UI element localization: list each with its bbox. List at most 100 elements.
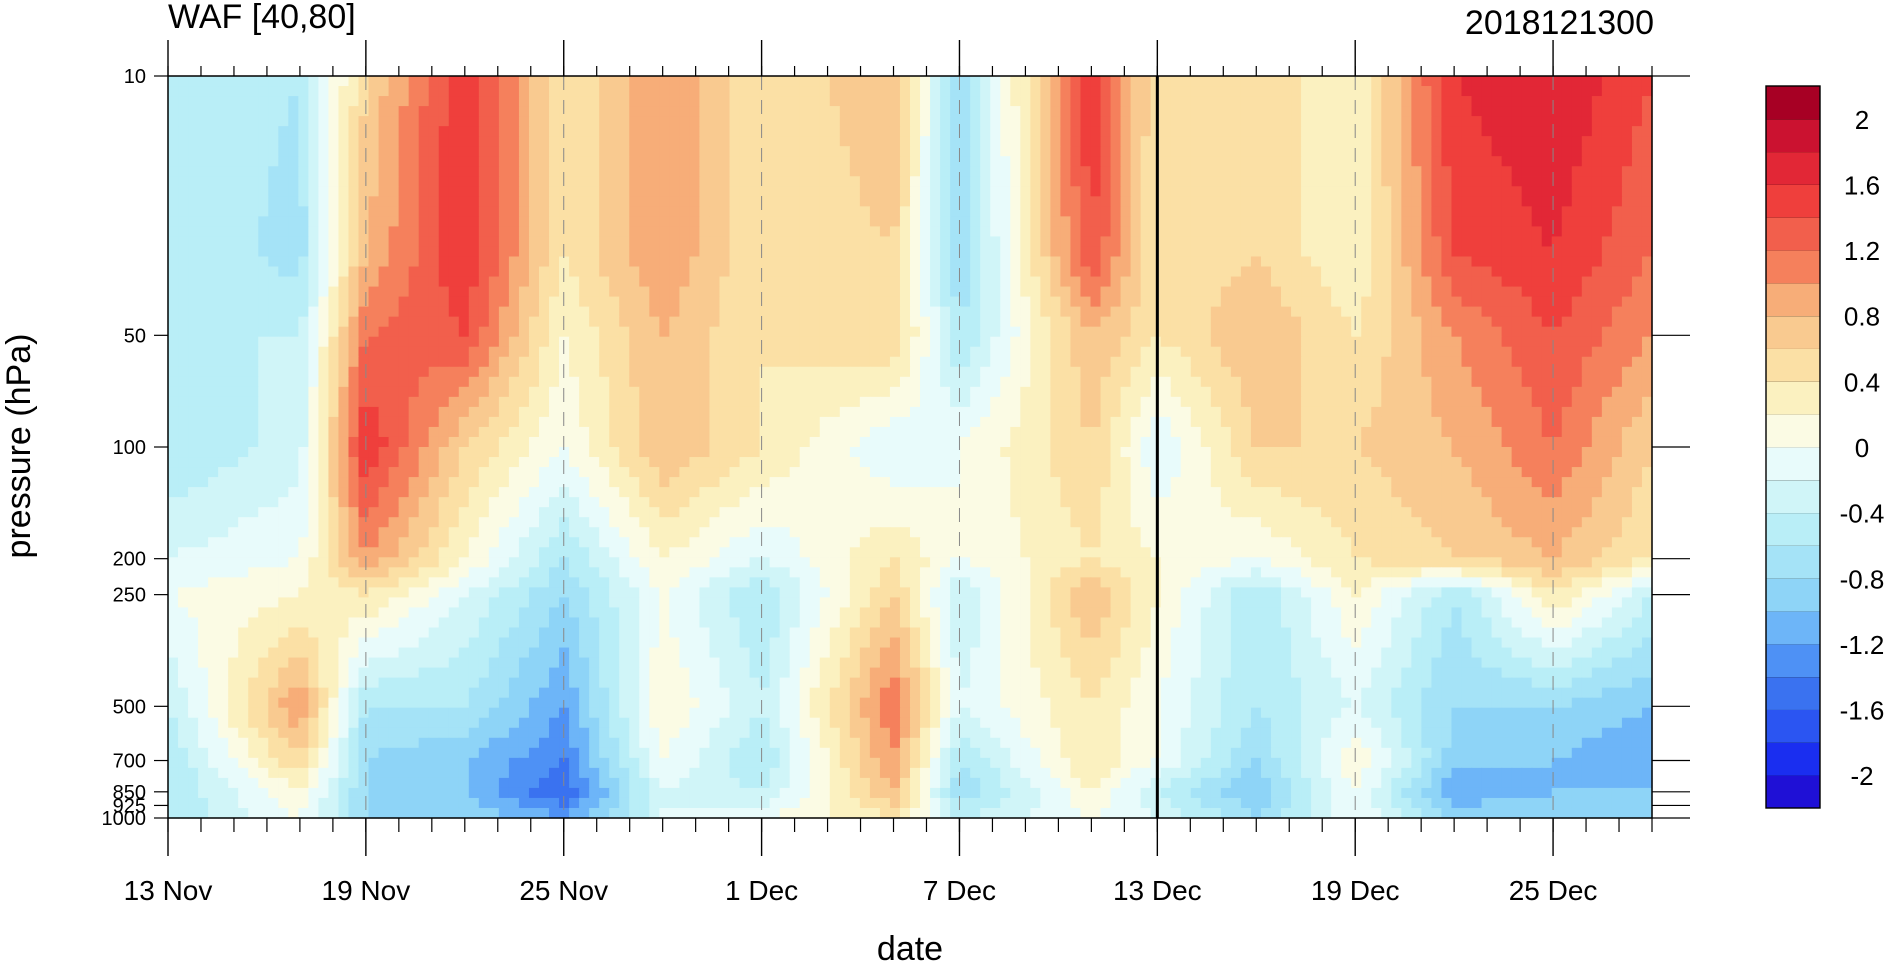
- contour-cell: [1240, 336, 1252, 348]
- contour-cell: [769, 86, 781, 97]
- contour-cell: [498, 246, 510, 258]
- contour-cell: [1481, 236, 1493, 248]
- contour-cell: [348, 216, 360, 228]
- contour-cell: [1541, 86, 1553, 97]
- contour-cell: [539, 86, 550, 97]
- contour-cell: [278, 286, 289, 298]
- contour-cell: [699, 266, 711, 278]
- contour-cell: [1521, 76, 1533, 87]
- contour-cell: [1351, 296, 1362, 308]
- contour-cell: [1441, 216, 1453, 228]
- contour-cell: [910, 296, 921, 308]
- contour-cell: [619, 316, 630, 328]
- contour-cell: [1351, 356, 1362, 368]
- contour-cell: [1321, 386, 1332, 398]
- contour-cell: [168, 296, 179, 308]
- contour-cell: [1371, 256, 1382, 268]
- contour-cell: [1431, 296, 1443, 308]
- contour-cell: [1451, 106, 1463, 117]
- contour-cell: [559, 266, 570, 278]
- contour-cell: [1411, 336, 1422, 348]
- contour-cell: [338, 216, 350, 228]
- contour-cell: [889, 266, 901, 278]
- contour-cell: [498, 366, 510, 378]
- contour-cell: [1240, 166, 1252, 177]
- contour-cell: [368, 256, 380, 268]
- contour-cell: [248, 336, 259, 348]
- contour-cell: [1140, 146, 1152, 157]
- contour-cell: [559, 76, 570, 87]
- contour-cell: [1180, 236, 1192, 248]
- contour-cell: [1090, 306, 1102, 318]
- contour-cell: [218, 166, 229, 177]
- contour-cell: [1621, 236, 1633, 248]
- contour-cell: [579, 376, 590, 388]
- contour-cell: [1250, 286, 1262, 298]
- contour-cell: [719, 166, 731, 177]
- contour-cell: [448, 356, 460, 368]
- contour-cell: [1581, 276, 1593, 288]
- contour-cell: [1481, 156, 1493, 167]
- contour-cell: [1471, 316, 1483, 328]
- contour-cell: [659, 116, 670, 127]
- contour-cell: [1100, 296, 1112, 308]
- contour-cell: [198, 326, 209, 338]
- contour-cell: [1391, 116, 1402, 127]
- contour-cell: [990, 316, 1001, 328]
- contour-cell: [1210, 366, 1222, 378]
- contour-cell: [839, 216, 851, 228]
- contour-cell: [288, 166, 299, 177]
- contour-cell: [799, 206, 811, 217]
- contour-cell: [188, 386, 199, 398]
- contour-cell: [528, 386, 540, 398]
- contour-cell: [569, 326, 580, 338]
- contour-cell: [799, 96, 811, 107]
- contour-cell: [910, 156, 921, 167]
- contour-cell: [1100, 336, 1112, 348]
- contour-cell: [1210, 326, 1222, 338]
- contour-cell: [689, 336, 701, 348]
- contour-cell: [659, 336, 670, 348]
- contour-cell: [1080, 76, 1092, 87]
- contour-cell: [1250, 76, 1262, 87]
- contour-cell: [1411, 76, 1422, 87]
- contour-cell: [1541, 286, 1553, 298]
- contour-cell: [1421, 206, 1433, 217]
- contour-cell: [769, 96, 781, 107]
- contour-cell: [839, 196, 851, 207]
- contour-cell: [719, 216, 731, 228]
- contour-cell: [198, 86, 209, 97]
- contour-cell: [348, 236, 360, 248]
- contour-cell: [1030, 326, 1041, 338]
- contour-cell: [829, 286, 841, 298]
- contour-cell: [1110, 276, 1122, 288]
- contour-cell: [478, 136, 490, 147]
- contour-cell: [358, 136, 370, 147]
- contour-cell: [288, 356, 299, 368]
- contour-cell: [1060, 376, 1072, 388]
- contour-cell: [1491, 86, 1503, 97]
- contour-cell: [539, 76, 550, 87]
- contour-cell: [749, 386, 761, 398]
- contour-cell: [1311, 256, 1322, 268]
- contour-cell: [1030, 346, 1041, 358]
- contour-cell: [1431, 106, 1443, 117]
- contour-cell: [849, 136, 861, 147]
- contour-cell: [1170, 386, 1182, 398]
- contour-cell: [1110, 366, 1122, 378]
- contour-cell: [208, 316, 219, 328]
- contour-cell: [1491, 396, 1503, 408]
- contour-cell: [1120, 256, 1132, 268]
- contour-cell: [709, 406, 721, 418]
- contour-cell: [799, 366, 811, 378]
- contour-cell: [950, 266, 961, 278]
- contour-cell: [178, 146, 189, 157]
- contour-cell: [1130, 156, 1142, 167]
- contour-cell: [639, 386, 650, 398]
- contour-cell: [1291, 346, 1302, 358]
- contour-cell: [1451, 376, 1463, 388]
- contour-cell: [228, 116, 239, 127]
- contour-cell: [1190, 396, 1202, 408]
- contour-cell: [1321, 276, 1332, 288]
- contour-cell: [1481, 336, 1493, 348]
